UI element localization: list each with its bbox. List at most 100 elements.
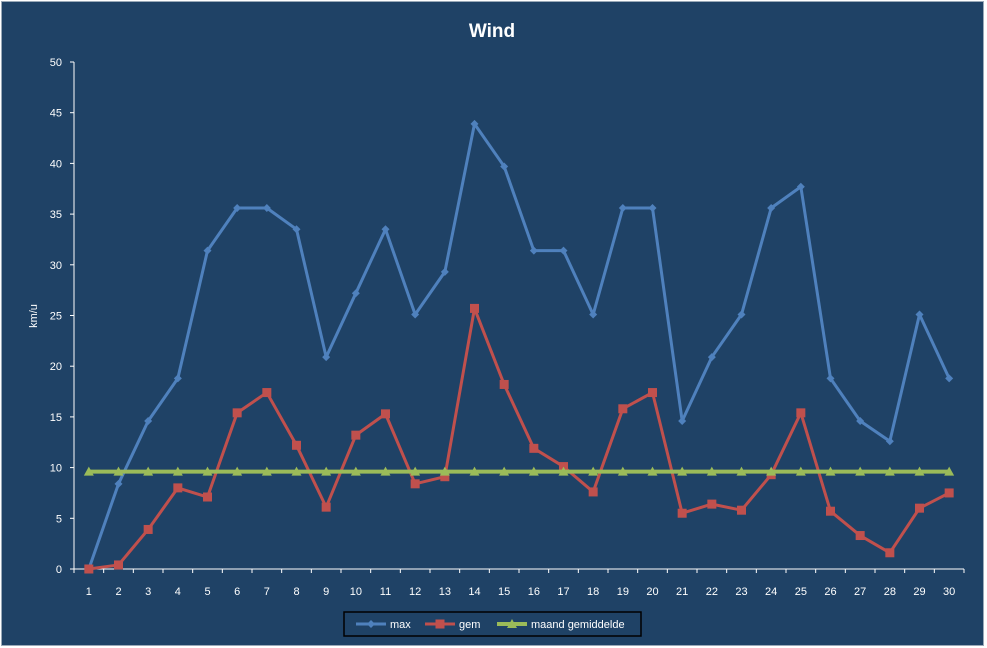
data-point [381, 409, 390, 419]
data-point [825, 466, 836, 476]
y-tick-label: 50 [50, 57, 62, 69]
x-tick-label: 9 [323, 586, 329, 598]
data-point [203, 246, 212, 255]
data-point [410, 479, 420, 489]
data-point [559, 246, 568, 255]
data-point [469, 466, 480, 476]
data-point [470, 303, 479, 313]
legend-entry: maand gemiddelde [497, 619, 625, 631]
y-axis-title: km/u [28, 304, 40, 328]
x-tick-label: 28 [884, 586, 896, 598]
data-point [500, 162, 509, 171]
data-point [826, 506, 835, 516]
data-point [737, 505, 746, 515]
legend-marker [507, 619, 517, 628]
data-point [173, 483, 183, 493]
x-tick-label: 2 [115, 586, 121, 598]
data-point [350, 466, 361, 476]
data-point [410, 466, 421, 476]
data-point [233, 204, 242, 213]
data-point [648, 388, 657, 398]
data-point [232, 408, 242, 418]
data-point [588, 466, 599, 476]
data-point [83, 466, 94, 476]
data-point [351, 430, 361, 440]
x-tick-label: 1 [86, 586, 92, 598]
data-point [915, 310, 924, 319]
data-point [381, 225, 390, 234]
data-point [144, 416, 153, 425]
x-tick-label: 4 [175, 586, 181, 598]
legend-label: gem [459, 619, 480, 631]
data-point [944, 488, 954, 498]
y-tick-label: 35 [50, 209, 62, 221]
data-point [114, 479, 123, 488]
data-point [411, 310, 420, 319]
data-point [707, 353, 716, 362]
data-point [232, 466, 243, 476]
y-tick-label: 30 [50, 260, 62, 272]
series-line [87, 122, 951, 570]
x-tick-label: 23 [735, 586, 747, 598]
data-point [618, 404, 628, 414]
data-point [588, 487, 598, 497]
data-point [647, 466, 658, 476]
data-point [173, 374, 182, 383]
data-point [351, 289, 360, 298]
x-tick-label: 21 [676, 586, 688, 598]
x-tick-label: 29 [913, 586, 925, 598]
data-point [826, 374, 835, 383]
data-point [767, 204, 776, 213]
data-point [113, 466, 124, 476]
legend: max gem maand gemiddelde [343, 611, 642, 637]
y-tick-label: 10 [50, 463, 62, 475]
y-tick-label: 20 [50, 361, 62, 373]
data-point [855, 466, 866, 476]
x-tick-label: 20 [646, 586, 658, 598]
legend-marker [367, 620, 375, 628]
data-point [677, 466, 688, 476]
data-point [648, 204, 657, 213]
legend-marker [435, 619, 445, 629]
x-tick-label: 18 [587, 586, 599, 598]
data-point [202, 466, 213, 476]
data-point [499, 379, 509, 389]
data-point [944, 466, 955, 476]
data-point [885, 548, 895, 558]
data-point [766, 466, 777, 476]
data-point [291, 466, 302, 476]
data-point [915, 503, 924, 513]
data-point [440, 472, 450, 482]
data-point [677, 508, 687, 518]
data-point [618, 204, 627, 213]
x-tick-label: 22 [706, 586, 718, 598]
data-point [706, 466, 717, 476]
data-point [529, 443, 539, 453]
data-point [589, 310, 598, 319]
data-point [439, 466, 450, 476]
data-point [737, 310, 746, 319]
data-point [114, 560, 123, 570]
data-point [262, 204, 271, 213]
y-tick-label: 25 [50, 311, 62, 323]
x-tick-label: 3 [145, 586, 151, 598]
legend-label: maand gemiddelde [531, 619, 625, 631]
data-point [914, 466, 925, 476]
data-point [885, 437, 894, 446]
series-maand-gemiddelde [83, 466, 955, 476]
data-point [528, 466, 539, 476]
x-tick-label: 27 [854, 586, 866, 598]
data-point [856, 416, 865, 425]
x-tick-label: 19 [617, 586, 629, 598]
chart-title: Wind [469, 21, 515, 42]
data-point [84, 564, 94, 574]
data-point [796, 408, 806, 418]
x-tick-label: 17 [557, 586, 569, 598]
data-point [884, 466, 895, 476]
data-point [172, 466, 183, 476]
data-point [559, 462, 568, 472]
data-point [736, 466, 747, 476]
y-tick-label: 5 [56, 513, 62, 525]
